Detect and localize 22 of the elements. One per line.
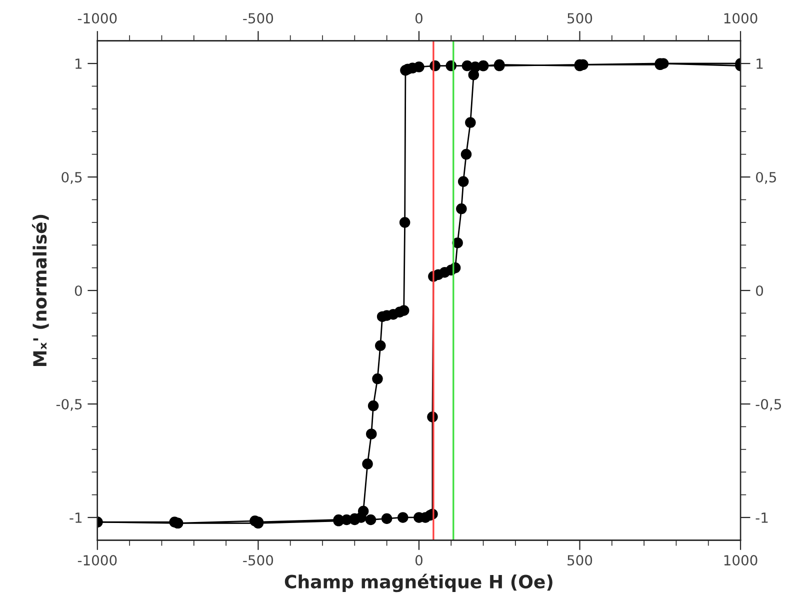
y2-tick-label: 1: [756, 58, 763, 69]
y2-tick-label: 0,5: [756, 172, 776, 184]
x-axis-title: Champ magnétique H (Oe): [284, 574, 552, 592]
y-tick-label: 0: [74, 285, 82, 296]
y-tick-label: -0,5: [56, 398, 82, 411]
x-tick-label: 1000: [724, 555, 758, 566]
y-tick-label: -1: [70, 512, 82, 523]
y-tick-label: 0,5: [62, 172, 82, 184]
y-tick-label: 1: [76, 58, 82, 69]
x2-tick-label: -500: [243, 13, 274, 24]
y2-tick-label: -0,5: [756, 398, 781, 411]
x2-tick-label: 0: [415, 13, 422, 24]
y-axis-title: Mₓ' (normalisé): [32, 214, 49, 366]
y2-tick-label: 0: [756, 285, 764, 296]
x-tick-label: 0: [415, 555, 422, 566]
x-tick-label: -1000: [78, 555, 117, 566]
y2-tick-label: -1: [756, 512, 768, 523]
x2-tick-label: -1000: [78, 13, 117, 24]
x-tick-label: -500: [243, 555, 274, 566]
x2-tick-label: 1000: [724, 13, 758, 24]
x2-tick-label: 500: [568, 13, 592, 24]
x-tick-label: 500: [568, 555, 592, 566]
